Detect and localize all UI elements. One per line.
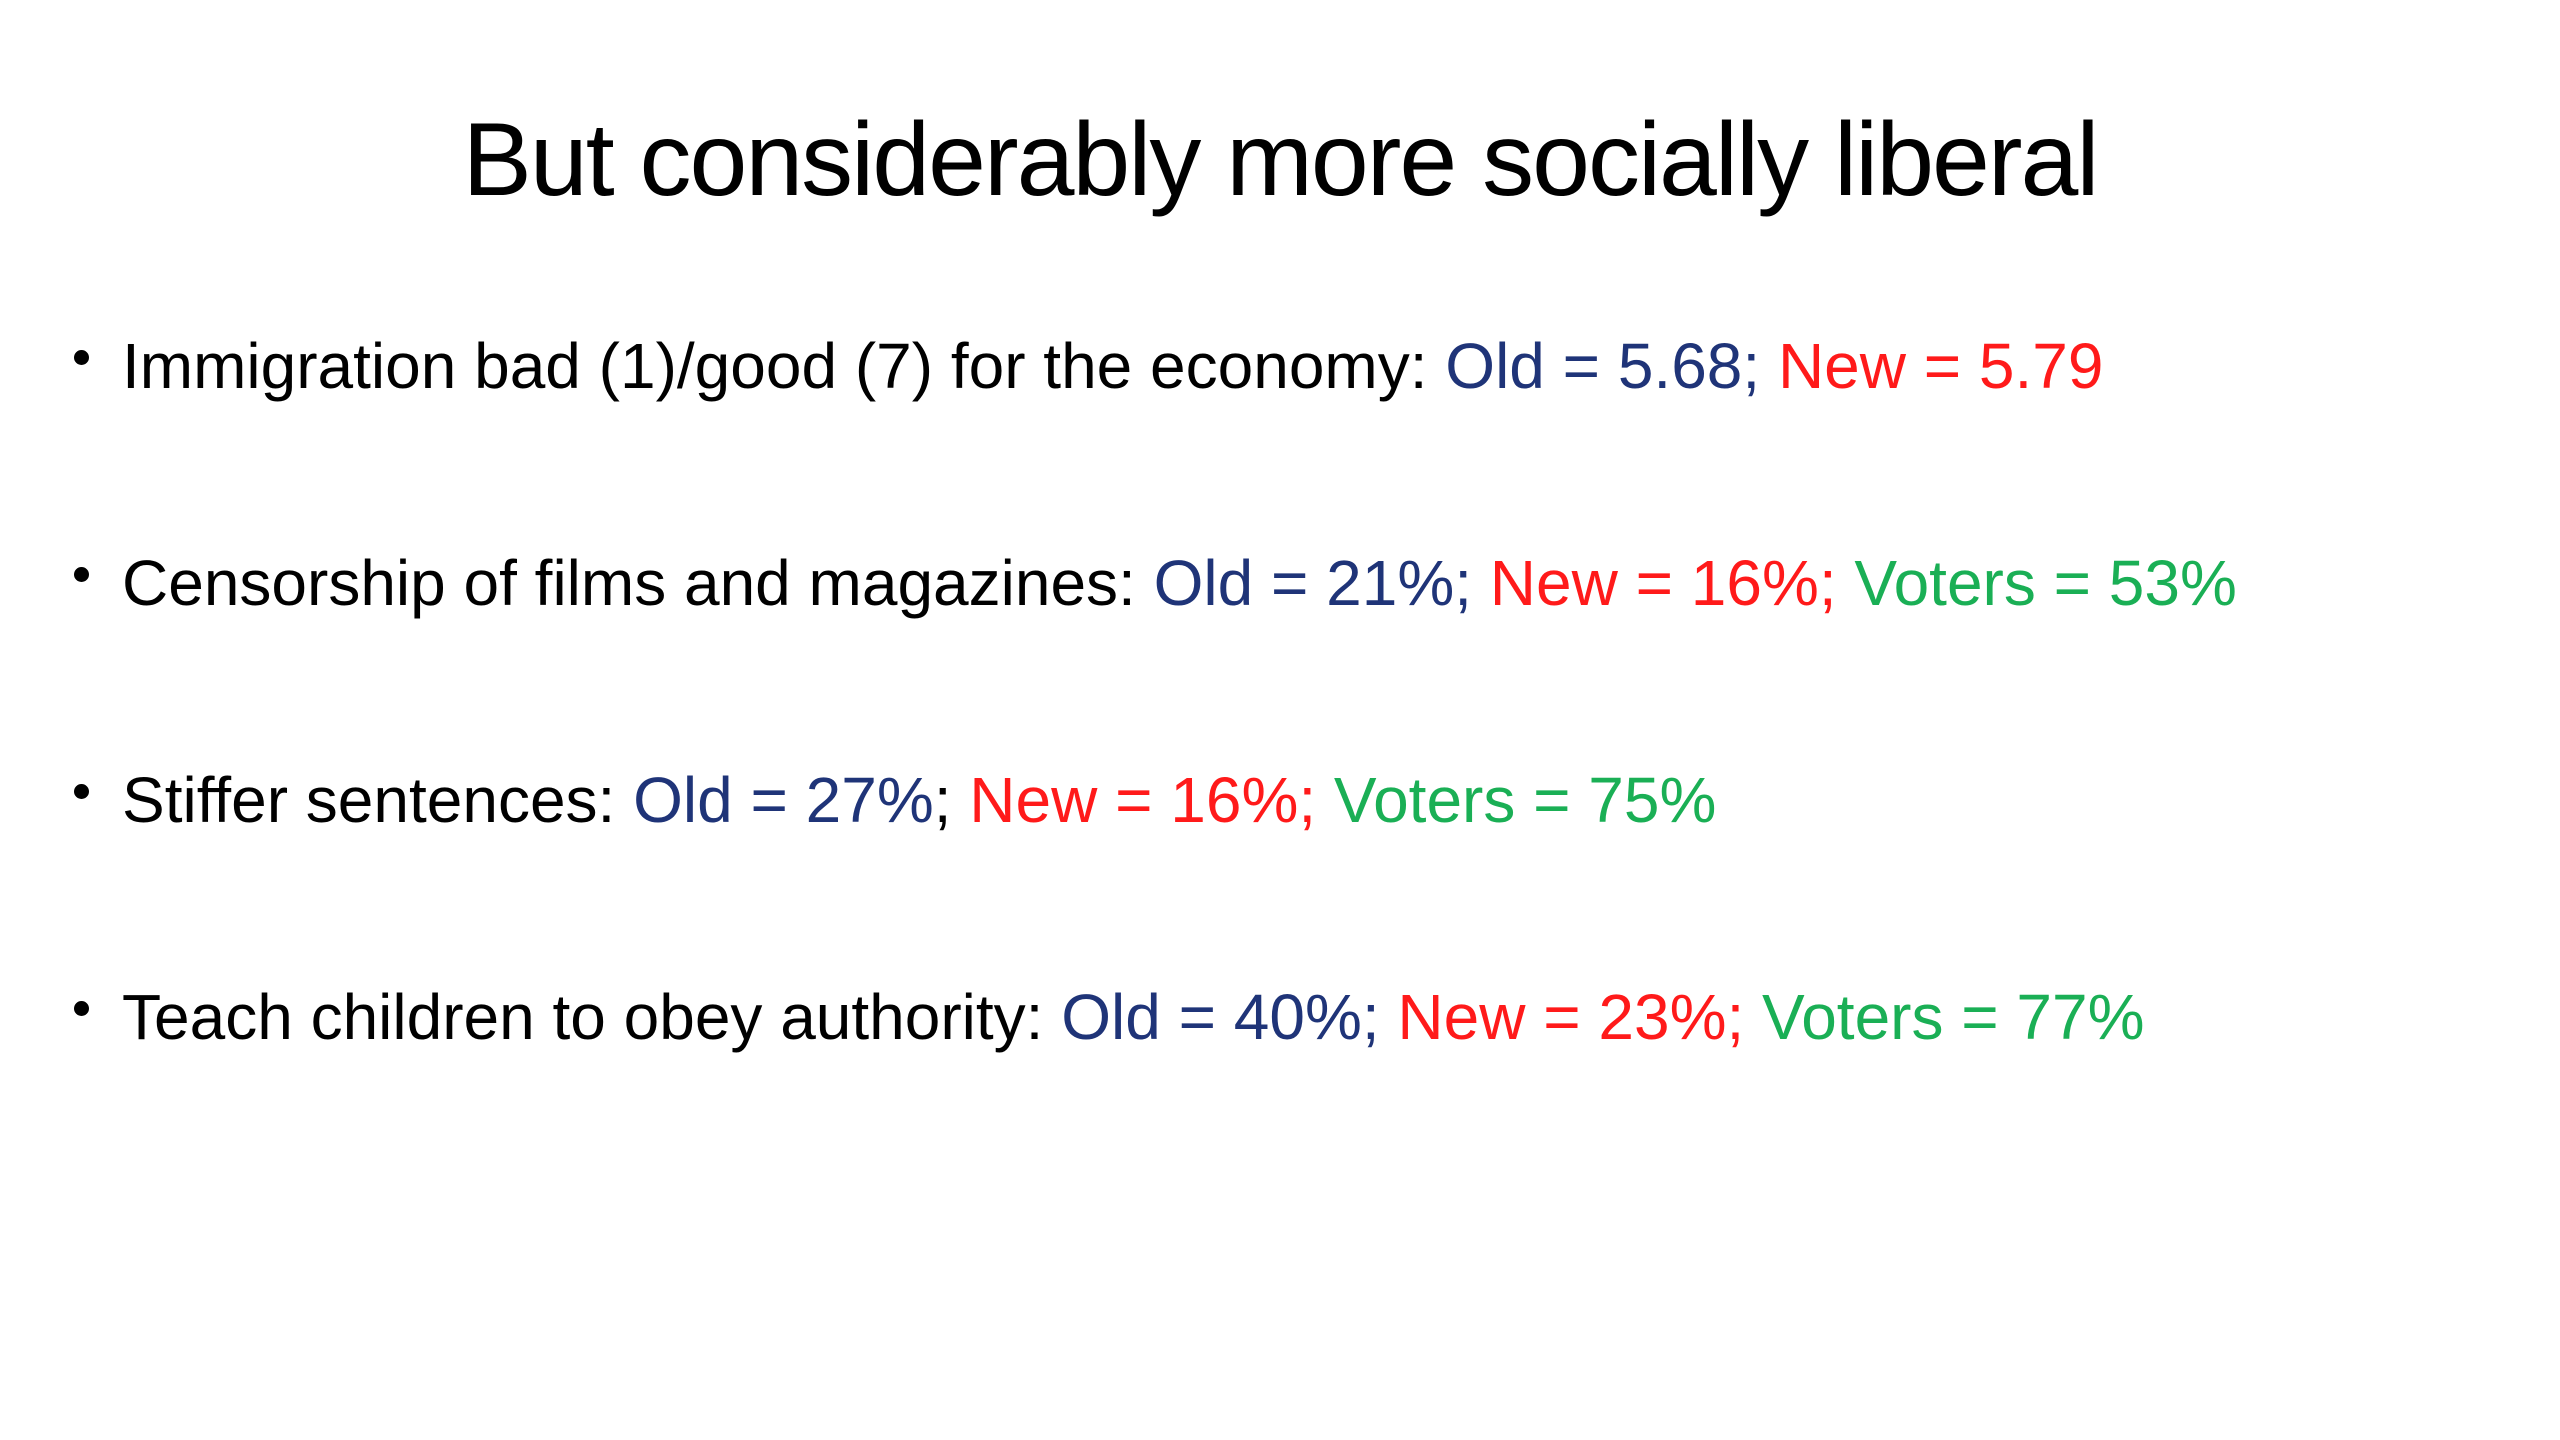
- new-value: New = 23%;: [1379, 981, 1745, 1053]
- bullet-dot-icon: [74, 1001, 89, 1016]
- old-value: Old = 5.68;: [1445, 330, 1761, 402]
- voters-value: Voters = 77%: [1744, 981, 2145, 1053]
- bullet-text: Censorship of films and magazines: Old =…: [122, 535, 2237, 631]
- bullet-text: Immigration bad (1)/good (7) for the eco…: [122, 318, 2103, 414]
- new-value: New = 5.79: [1760, 330, 2104, 402]
- voters-value: Voters = 75%: [1316, 764, 1717, 836]
- bullet-dot-icon: [74, 567, 89, 582]
- bullet-dot-icon: [74, 784, 89, 799]
- bullet-text: Stiffer sentences: Old = 27%; New = 16%;…: [122, 752, 1716, 848]
- new-value: New = 16%;: [951, 764, 1317, 836]
- bullet-label: Teach children to obey authority:: [122, 981, 1062, 1053]
- bullet-dot-icon: [74, 350, 89, 365]
- voters-value: Voters = 53%: [1836, 547, 2237, 619]
- separator: ;: [933, 764, 952, 836]
- new-value: New = 16%;: [1472, 547, 1837, 619]
- old-value: Old = 40%;: [1061, 981, 1380, 1053]
- bullet-text: Teach children to obey authority: Old = …: [122, 969, 2145, 1065]
- old-value: Old = 27%: [633, 764, 934, 836]
- slide-title: But considerably more socially liberal: [462, 102, 2100, 218]
- bullet-label: Stiffer sentences:: [122, 764, 634, 836]
- bullet-label: Immigration bad (1)/good (7) for the eco…: [122, 330, 1446, 402]
- bullet-label: Censorship of films and magazines:: [122, 547, 1154, 619]
- old-value: Old = 21%;: [1153, 547, 1472, 619]
